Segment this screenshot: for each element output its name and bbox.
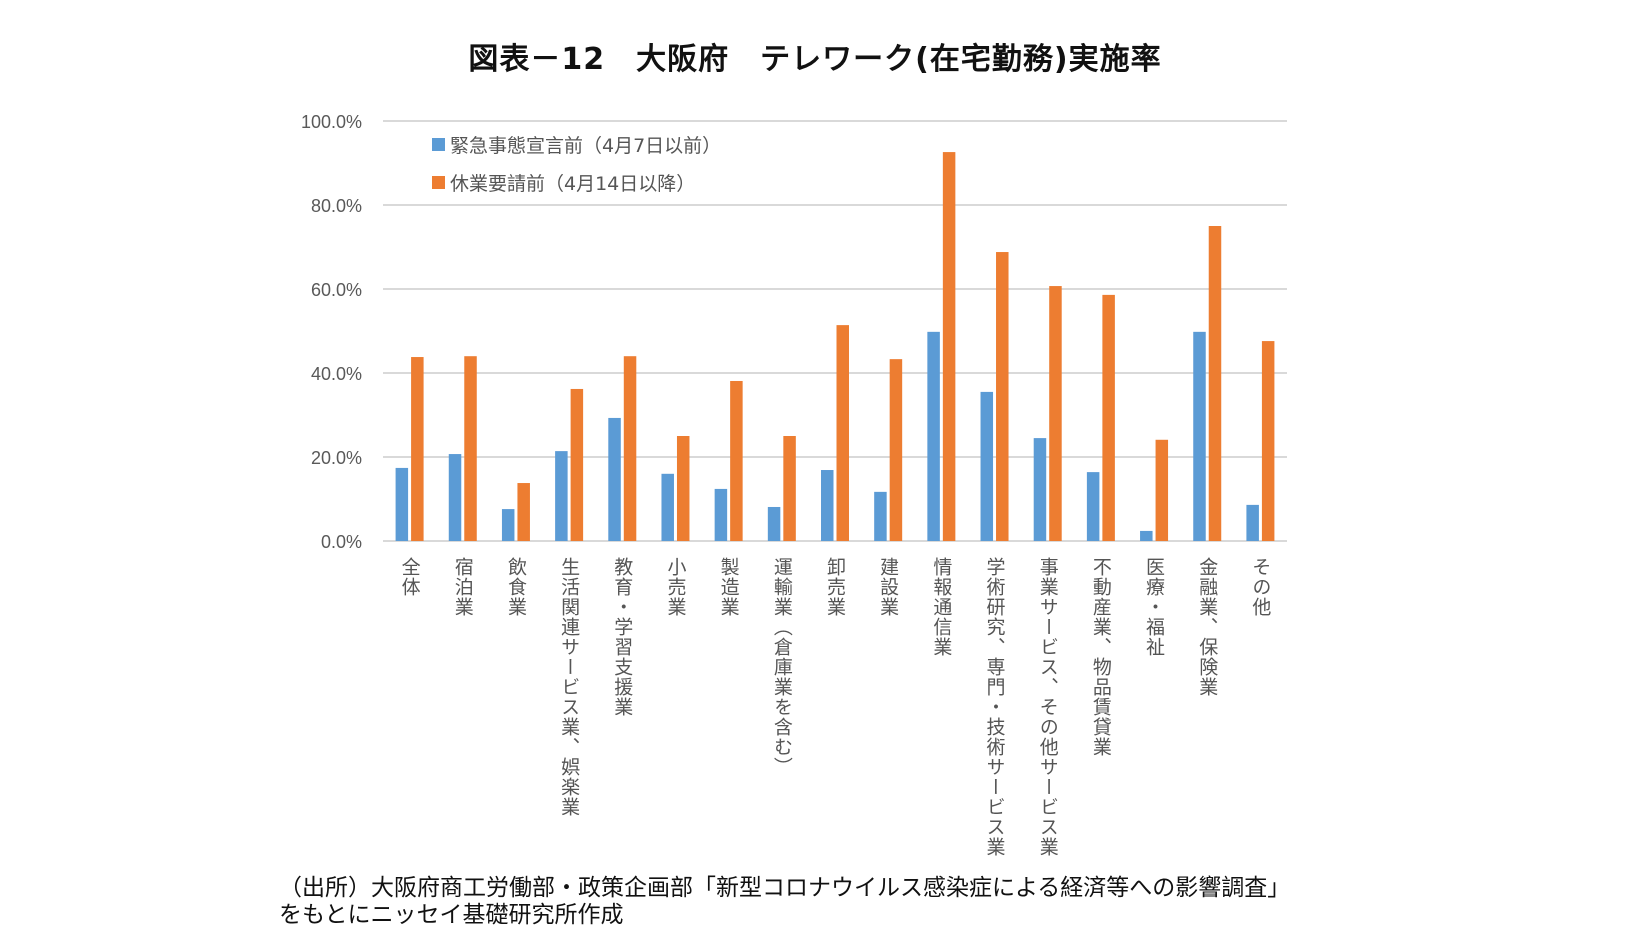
source-caption-line-2: をもとにニッセイ基礎研究所作成 <box>279 902 624 928</box>
legend-label: 緊急事態宣言前（4月7日以前） <box>450 135 722 157</box>
bar-before-closure-request <box>942 152 956 541</box>
bar-before-emergency <box>1246 504 1259 541</box>
chart-title: 図表－12 大阪府 テレワーク(在宅勤務)実施率 <box>468 42 1162 77</box>
bar-before-emergency <box>608 417 621 541</box>
legend-item-series-2: 休業要請前（4月14日以降） <box>432 169 695 196</box>
bar-before-emergency <box>1086 472 1100 541</box>
y-tick-label: 100.0% <box>301 112 362 132</box>
x-tick-label: 生活関連サービス業、娯楽業 <box>558 557 581 817</box>
bar-before-emergency <box>821 470 834 541</box>
bar-before-emergency <box>395 467 409 541</box>
bar-before-emergency <box>661 473 674 541</box>
bar-before-closure-request <box>1208 226 1222 541</box>
x-tick-label: 学術研究、専門・技術サービス業 <box>983 557 1006 857</box>
bar-before-closure-request <box>889 359 903 541</box>
y-tick-label: 80.0% <box>311 196 362 216</box>
x-tick-label: 医療・福祉 <box>1143 557 1166 657</box>
bar-before-emergency <box>714 488 728 541</box>
bar-before-emergency <box>1193 331 1206 541</box>
bar-before-emergency <box>767 506 781 541</box>
y-tick-label: 40.0% <box>311 364 362 384</box>
x-tick-label: 運輸業（倉庫業を含む） <box>770 557 793 777</box>
y-tick-label: 20.0% <box>311 448 362 468</box>
legend-swatch <box>432 176 445 189</box>
bar-before-emergency <box>501 509 515 541</box>
bar-before-closure-request <box>411 357 424 541</box>
bar-before-closure-request <box>783 436 796 541</box>
bar-before-closure-request <box>464 356 477 541</box>
x-tick-label: 製造業 <box>717 557 740 617</box>
bar-before-closure-request <box>836 325 849 541</box>
bar-before-closure-request <box>1155 439 1169 541</box>
y-tick-label: 0.0% <box>321 532 362 552</box>
bar-before-emergency <box>874 491 887 541</box>
bar-before-emergency <box>1033 438 1047 541</box>
bar-before-emergency <box>1140 530 1153 541</box>
x-tick-label: 情報通信業 <box>930 557 953 657</box>
legend-item-series-1: 緊急事態宣言前（4月7日以前） <box>432 131 721 158</box>
x-tick-label: 建設業 <box>877 557 900 617</box>
bar-before-closure-request <box>517 483 530 541</box>
x-tick-label: 宿泊業 <box>451 557 474 617</box>
bars <box>395 152 1275 542</box>
x-tick-label: 不動産業、物品賃貸業 <box>1089 557 1112 757</box>
bar-before-closure-request <box>1261 341 1275 541</box>
gridlines <box>383 120 1287 542</box>
y-tick-label: 60.0% <box>311 280 362 300</box>
x-tick-label: 飲食業 <box>504 557 527 617</box>
x-tick-label: 事業サービス、その他サービス業 <box>1036 557 1059 857</box>
bar-before-closure-request <box>676 436 690 541</box>
legend-label: 休業要請前（4月14日以降） <box>450 173 696 195</box>
x-tick-label: 教育・学習支援業 <box>611 557 634 717</box>
legend-swatch <box>432 138 445 151</box>
bar-before-emergency <box>927 331 940 541</box>
x-tick-label: 金融業、保険業 <box>1196 557 1219 697</box>
bar-before-closure-request <box>1102 294 1115 541</box>
bar-before-closure-request <box>1049 286 1062 541</box>
bar-before-closure-request <box>730 380 743 541</box>
x-tick-label: 小売業 <box>664 557 687 617</box>
bar-before-closure-request <box>623 356 637 541</box>
bar-before-closure-request <box>996 252 1009 542</box>
x-tick-label: 卸売業 <box>824 557 846 617</box>
x-tick-label: その他 <box>1249 557 1272 617</box>
x-tick-label: 全体 <box>398 557 421 597</box>
bar-before-emergency <box>980 391 994 541</box>
bar-before-closure-request <box>570 388 584 541</box>
y-axis-ticks: 0.0% 20.0% 40.0% 60.0% 80.0% 100.0% <box>301 112 362 552</box>
source-caption-line-1: （出所）大阪府商工労働部・政策企画部「新型コロナウイルス感染症による経済等への影… <box>279 875 1291 901</box>
bar-before-emergency <box>448 454 462 541</box>
bar-before-emergency <box>555 451 568 541</box>
